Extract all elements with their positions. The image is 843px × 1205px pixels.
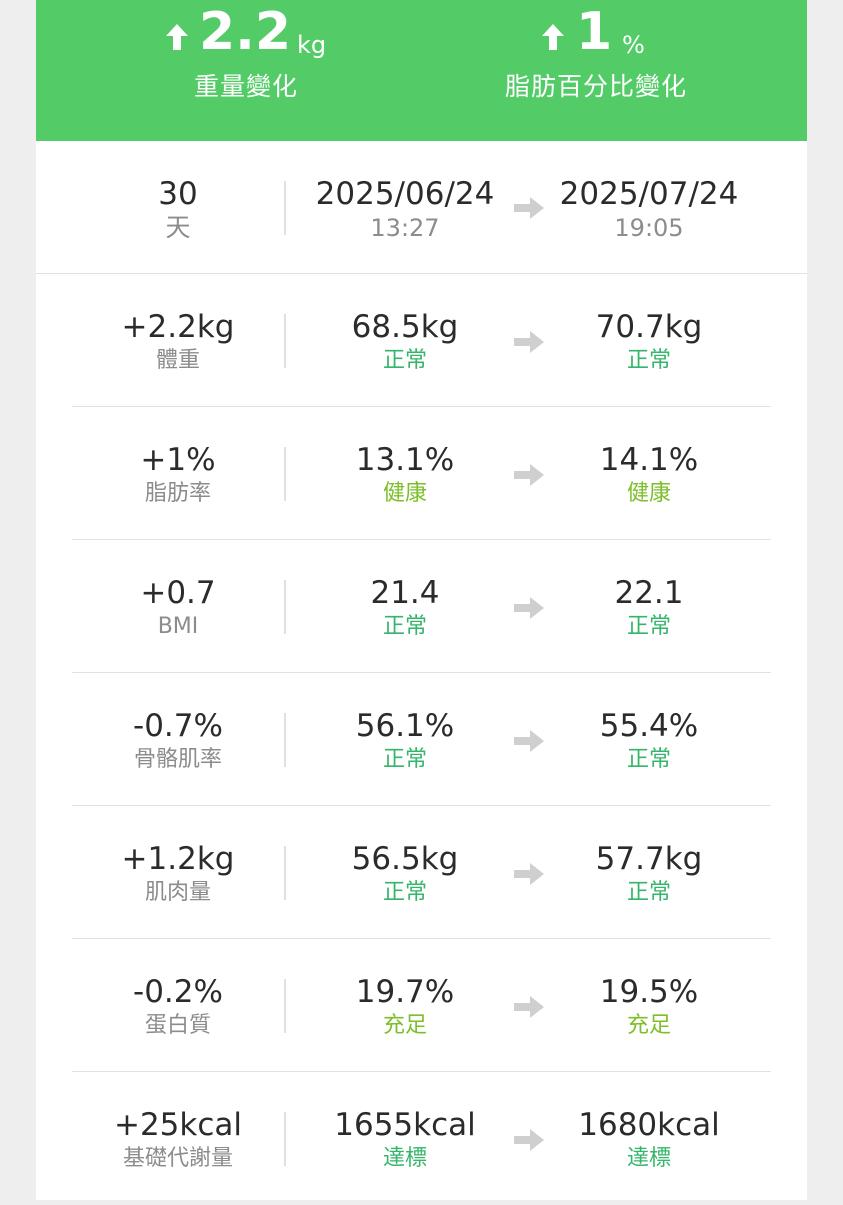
- end-date: 2025/07/24: [559, 176, 739, 212]
- metric-from-value: 21.4: [370, 575, 440, 611]
- up-arrow-icon: [166, 24, 188, 50]
- metric-row-body-fat[interactable]: +1% 脂肪率 13.1% 健康 14.1% 健康: [36, 407, 807, 540]
- start-date: 2025/06/24: [315, 176, 495, 212]
- metric-from-value: 19.7%: [355, 974, 455, 1010]
- metric-name: BMI: [157, 614, 199, 639]
- fat-change-value: 1: [576, 2, 613, 62]
- metric-to-status: 正常: [626, 614, 671, 639]
- metric-name: 骨骼肌率: [133, 747, 222, 772]
- metric-to-status: 健康: [626, 481, 671, 506]
- metric-change: +1.2kg: [121, 841, 235, 877]
- metric-to-status: 正常: [626, 880, 671, 905]
- metric-from-status: 健康: [382, 481, 427, 506]
- comparison-card: 2.2 kg 重量變化 1 % 脂肪百分比變化 30 天 2025/06/24 …: [36, 0, 807, 1200]
- fat-change-unit: %: [622, 31, 645, 59]
- metric-row-protein[interactable]: -0.2% 蛋白質 19.7% 充足 19.5% 充足: [36, 939, 807, 1072]
- divider: [284, 314, 286, 368]
- metric-from-value: 56.5kg: [351, 841, 459, 877]
- right-arrow-icon: [514, 197, 544, 219]
- row-separator: [72, 805, 771, 806]
- metric-from-status: 正常: [382, 880, 427, 905]
- row-separator: [72, 539, 771, 540]
- metric-from-value: 56.1%: [355, 708, 455, 744]
- metric-name: 體重: [155, 348, 200, 373]
- fat-change-label: 脂肪百分比變化: [504, 72, 687, 101]
- metric-row-bmr[interactable]: +25kcal 基礎代謝量 1655kcal 達標 1680kcal 達標: [36, 1072, 807, 1205]
- metric-change: +2.2kg: [121, 309, 235, 345]
- right-arrow-icon: [514, 331, 544, 353]
- metric-from-status: 達標: [382, 1146, 427, 1171]
- weight-change-value: 2.2: [199, 2, 292, 62]
- right-arrow-icon: [514, 730, 544, 752]
- metric-from-status: 正常: [382, 614, 427, 639]
- divider: [284, 979, 286, 1033]
- divider: [284, 1112, 286, 1166]
- weight-change-unit: kg: [297, 31, 327, 59]
- metric-change: +1%: [140, 442, 216, 478]
- metric-row-muscle-mass[interactable]: +1.2kg 肌肉量 56.5kg 正常 57.7kg 正常: [36, 806, 807, 939]
- metric-change: +25kcal: [113, 1107, 243, 1143]
- metric-from-status: 充足: [382, 1013, 427, 1038]
- metric-from-status: 正常: [382, 747, 427, 772]
- start-time: 13:27: [370, 214, 440, 242]
- metric-change: +0.7: [140, 575, 216, 611]
- metric-change: -0.7%: [133, 708, 223, 744]
- metric-from-value: 1655kcal: [334, 1107, 476, 1143]
- divider: [284, 447, 286, 501]
- metric-row-bmi[interactable]: +0.7 BMI 21.4 正常 22.1 正常: [36, 540, 807, 673]
- row-separator: [72, 938, 771, 939]
- metric-row-skeletal-muscle[interactable]: -0.7% 骨骼肌率 56.1% 正常 55.4% 正常: [36, 673, 807, 806]
- metric-name: 肌肉量: [144, 880, 211, 905]
- summary-header: 2.2 kg 重量變化 1 % 脂肪百分比變化: [36, 0, 807, 141]
- metric-from-status: 正常: [382, 348, 427, 373]
- right-arrow-icon: [514, 464, 544, 486]
- metric-from-value: 68.5kg: [351, 309, 459, 345]
- metric-from-value: 13.1%: [355, 442, 455, 478]
- period-days-unit: 天: [165, 213, 191, 242]
- row-separator: [36, 273, 807, 274]
- row-separator: [72, 406, 771, 407]
- metric-to-value: 57.7kg: [595, 841, 703, 877]
- period-row: 30 天 2025/06/24 13:27 2025/07/24 19:05: [36, 141, 807, 274]
- metric-to-value: 1680kcal: [578, 1107, 720, 1143]
- right-arrow-icon: [514, 1129, 544, 1151]
- metric-to-status: 達標: [626, 1146, 671, 1171]
- metric-name: 基礎代謝量: [122, 1146, 233, 1171]
- metric-to-value: 70.7kg: [595, 309, 703, 345]
- end-time: 19:05: [614, 214, 684, 242]
- metric-to-value: 55.4%: [599, 708, 699, 744]
- up-arrow-icon: [542, 24, 564, 50]
- right-arrow-icon: [514, 996, 544, 1018]
- divider: [284, 181, 286, 235]
- metric-to-status: 正常: [626, 747, 671, 772]
- metric-to-status: 充足: [626, 1013, 671, 1038]
- metric-to-status: 正常: [626, 348, 671, 373]
- right-arrow-icon: [514, 863, 544, 885]
- metric-to-value: 14.1%: [599, 442, 699, 478]
- metric-change: -0.2%: [133, 974, 223, 1010]
- divider: [284, 713, 286, 767]
- period-days: 30: [158, 176, 198, 212]
- metric-row-weight[interactable]: +2.2kg 體重 68.5kg 正常 70.7kg 正常: [36, 274, 807, 407]
- divider: [284, 580, 286, 634]
- metric-to-value: 22.1: [614, 575, 684, 611]
- row-separator: [72, 1071, 771, 1072]
- right-arrow-icon: [514, 597, 544, 619]
- weight-change-label: 重量變化: [193, 72, 298, 101]
- metric-to-value: 19.5%: [599, 974, 699, 1010]
- divider: [284, 846, 286, 900]
- metric-name: 蛋白質: [144, 1013, 211, 1038]
- metric-name: 脂肪率: [144, 481, 211, 506]
- row-separator: [72, 672, 771, 673]
